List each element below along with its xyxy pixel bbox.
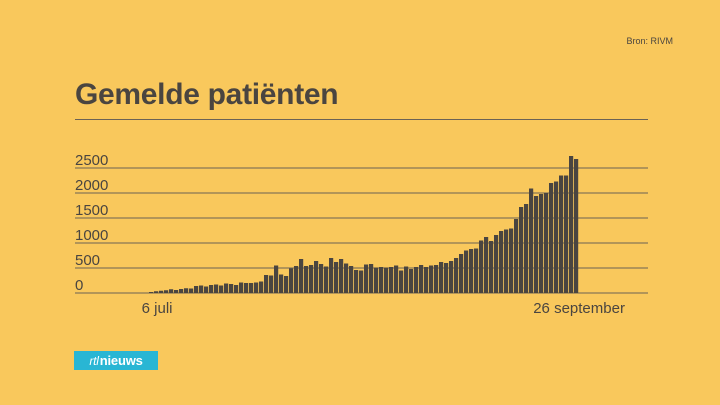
bar (224, 283, 229, 293)
bar (484, 237, 489, 293)
bar (324, 266, 329, 293)
bar (459, 254, 464, 293)
bar (184, 288, 189, 293)
bar (519, 207, 524, 293)
bar (344, 263, 349, 293)
y-tick-label: 500 (75, 252, 100, 269)
bar (404, 266, 409, 293)
bar (219, 285, 224, 293)
bar (259, 281, 264, 293)
y-tick-label: 1500 (75, 202, 108, 219)
bar (194, 286, 199, 293)
bar (339, 259, 344, 293)
bar (509, 228, 514, 293)
bar (514, 219, 519, 293)
title-divider (75, 119, 648, 120)
source-label: Bron: RIVM (626, 36, 673, 46)
bar (354, 270, 359, 293)
bar (334, 262, 339, 293)
chart-title: Gemelde patiënten (75, 78, 339, 111)
bar (154, 291, 159, 293)
bar (174, 290, 179, 293)
bar (299, 259, 304, 293)
bar (434, 265, 439, 293)
bar (399, 270, 404, 293)
bar (389, 267, 394, 293)
bar (364, 264, 369, 293)
bar (444, 263, 449, 293)
bar (349, 266, 354, 293)
rtl-nieuws-logo: rtl nieuws (74, 351, 158, 370)
bar (209, 285, 214, 293)
bar (534, 196, 539, 293)
bar (304, 266, 309, 293)
bar (464, 250, 469, 293)
y-tick-label: 1000 (75, 227, 108, 244)
bar (229, 284, 234, 293)
bar (254, 282, 259, 293)
bar (264, 275, 269, 293)
bar (269, 275, 274, 293)
bar (549, 183, 554, 293)
bar (529, 188, 534, 293)
bar (239, 282, 244, 293)
bar (204, 286, 209, 293)
bar (569, 156, 574, 293)
bar (294, 266, 299, 293)
bar (544, 193, 549, 293)
x-tick-label: 6 juli (142, 300, 173, 317)
bar (329, 258, 334, 293)
bar (159, 290, 164, 293)
bar (189, 288, 194, 293)
y-tick-label: 2500 (75, 152, 108, 169)
x-tick-label: 26 september (533, 300, 625, 317)
bar (379, 267, 384, 293)
bar (494, 235, 499, 293)
bar (249, 283, 254, 293)
y-tick-label: 2000 (75, 177, 108, 194)
bar (424, 267, 429, 293)
bar (369, 264, 374, 293)
bar (439, 262, 444, 293)
bar (524, 204, 529, 293)
bar (559, 175, 564, 293)
bar (279, 274, 284, 293)
bar (574, 159, 579, 293)
bar (314, 261, 319, 293)
bar (234, 285, 239, 293)
bar (374, 267, 379, 293)
bar (169, 289, 174, 293)
bar (359, 270, 364, 293)
bar (319, 264, 324, 293)
bar (289, 268, 294, 293)
bar (499, 231, 504, 293)
bar (244, 283, 249, 293)
bar (419, 265, 424, 293)
bar (414, 267, 419, 293)
bar (489, 241, 494, 293)
bar (504, 229, 509, 293)
bar (539, 194, 544, 293)
bar (554, 181, 559, 293)
bar (564, 175, 569, 293)
bar (179, 289, 184, 293)
bar (449, 261, 454, 293)
bar (394, 265, 399, 293)
bar (474, 248, 479, 293)
bar (384, 267, 389, 293)
bar (479, 240, 484, 293)
bar (199, 285, 204, 293)
bar (149, 292, 154, 293)
bar (164, 290, 169, 293)
bar (469, 249, 474, 293)
bar (274, 265, 279, 293)
bar (409, 269, 414, 293)
y-tick-label: 0 (75, 277, 83, 294)
bar (309, 265, 314, 293)
bar (214, 284, 219, 293)
bar (429, 265, 434, 293)
bar (454, 258, 459, 293)
bar (284, 276, 289, 293)
